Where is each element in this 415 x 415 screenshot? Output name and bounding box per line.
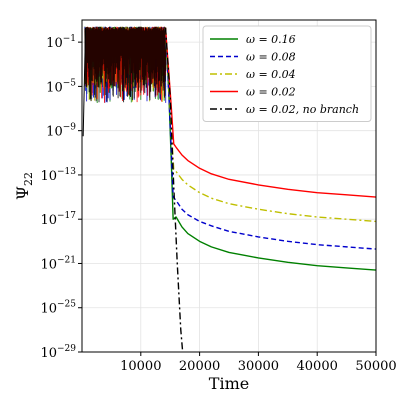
y-axis-label-sub: 22 — [22, 172, 35, 186]
y-tick-base: 10 — [40, 213, 57, 228]
y-tick-exponent: −13 — [57, 167, 76, 177]
legend-box — [202, 25, 372, 122]
legend-label-5: ω = 0.02, no branch — [246, 103, 359, 116]
y-tick-base: 10 — [46, 36, 63, 51]
series-line-5 — [164, 27, 184, 352]
initial-rise — [82, 27, 87, 137]
y-tick-label: 10−25 — [40, 300, 76, 317]
y-tick-base: 10 — [46, 125, 63, 140]
series-lines — [164, 27, 376, 352]
y-tick-exponent: −21 — [57, 255, 76, 265]
y-tick-base: 10 — [40, 302, 57, 317]
series-line-2 — [164, 27, 376, 250]
x-axis-label: Time — [209, 374, 249, 393]
y-tick-exponent: −9 — [63, 123, 77, 133]
x-tick-label: 10000 — [120, 359, 161, 374]
y-tick-label: 10−5 — [46, 78, 76, 95]
y-tick-base: 10 — [40, 257, 57, 272]
series-line-4 — [164, 27, 376, 198]
legend: ω = 0.16 ω = 0.08 ω = 0.04 ω = 0.02 ω = 0.02… — [202, 25, 372, 122]
y-tick-exponent: −5 — [63, 78, 77, 88]
y-tick-exponent: −17 — [57, 211, 76, 221]
x-tick-label: 50000 — [355, 359, 396, 374]
legend-label-3: ω = 0.04 — [246, 68, 296, 81]
y-axis-label-main: Ψ — [13, 186, 32, 200]
y-tick-label: 10−21 — [40, 255, 76, 272]
y-tick-exponent: −29 — [57, 344, 76, 354]
legend-label-4: ω = 0.02 — [246, 86, 296, 99]
y-tick-label: 10−9 — [46, 123, 76, 140]
x-tick-label: 20000 — [179, 359, 220, 374]
y-tick-label: 10−17 — [40, 211, 76, 228]
y-tick-exponent: −25 — [57, 300, 76, 310]
x-tick-label: 30000 — [238, 359, 279, 374]
axis-ticks: 10000 20000 30000 40000 5000010−110−510−910−… — [40, 34, 396, 374]
y-tick-label: 10−13 — [40, 167, 76, 184]
y-tick-label: 10−29 — [40, 344, 76, 361]
legend-label-1: ω = 0.16 — [246, 33, 296, 46]
y-tick-exponent: −1 — [63, 34, 76, 44]
y-tick-label: 10−1 — [46, 34, 76, 51]
oscillation-region — [82, 26, 167, 137]
y-axis-label: Ψ22 — [13, 172, 35, 200]
y-tick-base: 10 — [40, 169, 57, 184]
oscillation-trace-5 — [84, 26, 167, 103]
y-tick-base: 10 — [40, 346, 57, 361]
y-tick-base: 10 — [46, 80, 63, 95]
plot-frame — [81, 19, 377, 353]
legend-label-2: ω = 0.08 — [246, 51, 296, 64]
x-tick-label: 40000 — [297, 359, 338, 374]
